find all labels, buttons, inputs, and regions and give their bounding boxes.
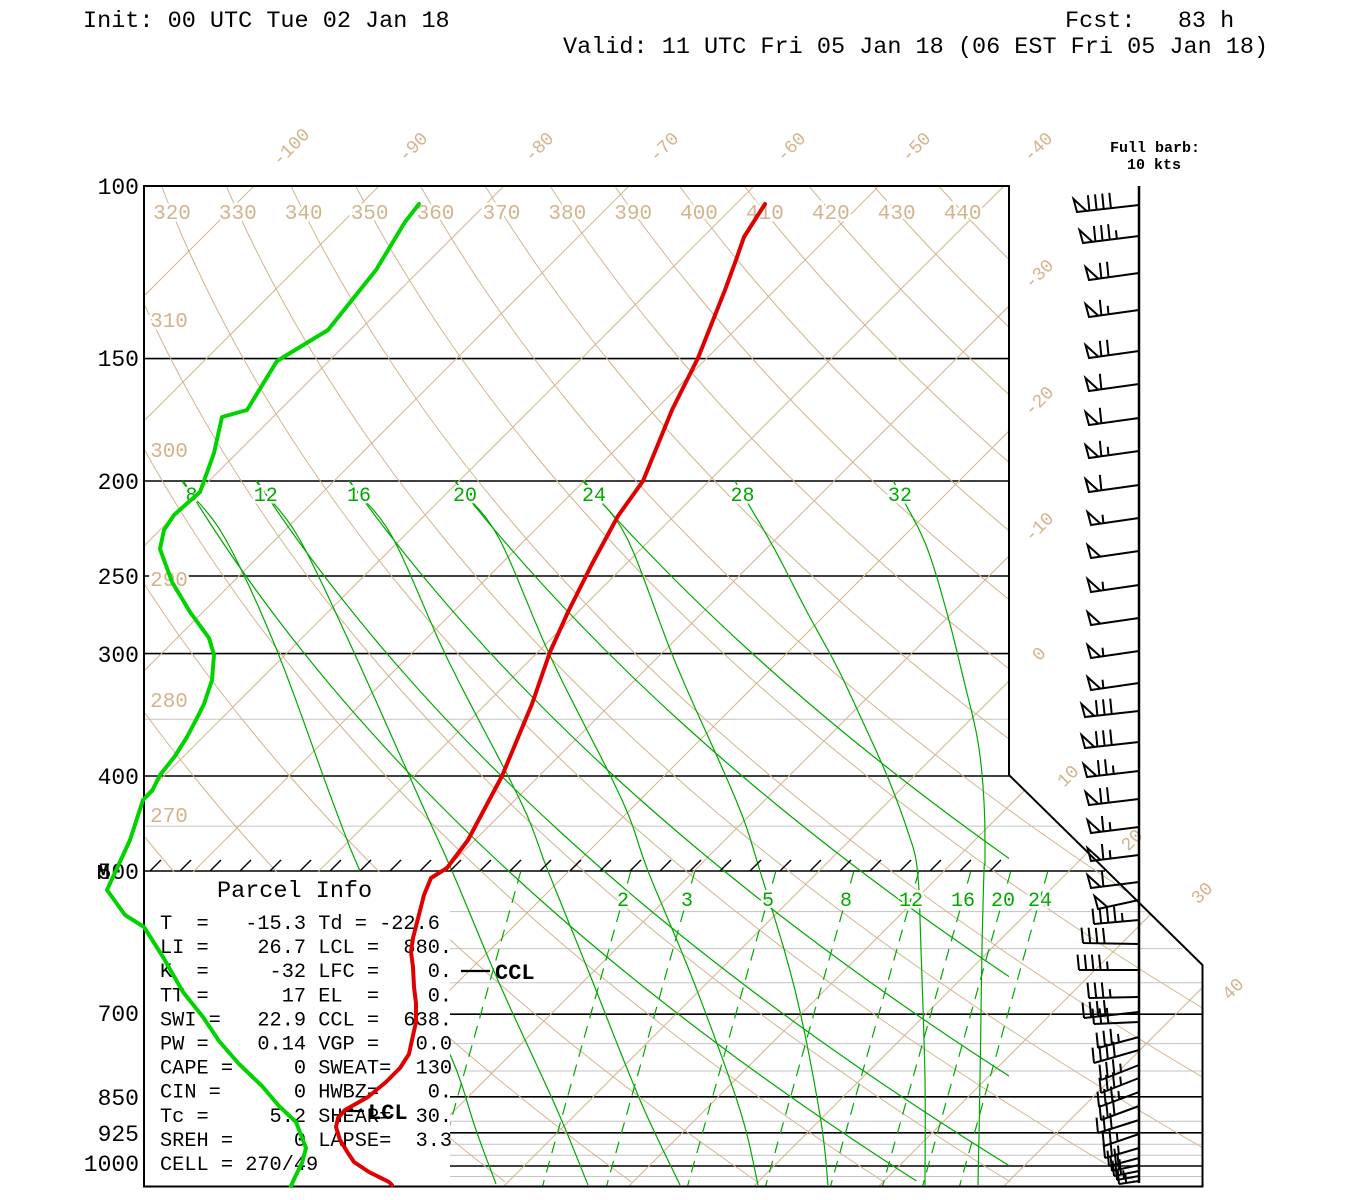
- svg-text:CELL = 270/49: CELL = 270/49: [160, 1154, 318, 1177]
- svg-text:330: 330: [219, 203, 257, 226]
- svg-text:2: 2: [617, 890, 629, 913]
- svg-text:340: 340: [285, 203, 323, 226]
- svg-text:SREH = 0 LAPSE= 3.3: SREH = 0 LAPSE= 3.3: [160, 1130, 452, 1153]
- svg-text:700: 700: [98, 1002, 139, 1028]
- svg-text:CIN = 0 HWBZ= 0.: CIN = 0 HWBZ= 0.: [160, 1082, 452, 1105]
- svg-text:T = -15.3 Td = -22.6: T = -15.3 Td = -22.6: [160, 913, 440, 936]
- svg-text:SWI = 22.9 CCL = 638.: SWI = 22.9 CCL = 638.: [160, 1009, 452, 1032]
- svg-text:10 kts: 10 kts: [1127, 157, 1181, 174]
- svg-text:200: 200: [98, 470, 139, 496]
- svg-text:400: 400: [680, 203, 718, 226]
- svg-text:320: 320: [153, 203, 191, 226]
- svg-text:LI = 26.7 LCL = 880.: LI = 26.7 LCL = 880.: [160, 937, 452, 960]
- svg-text:24: 24: [1028, 890, 1052, 913]
- svg-text:350: 350: [351, 203, 389, 226]
- svg-text:Full barb:: Full barb:: [1110, 140, 1200, 157]
- svg-text:390: 390: [614, 203, 652, 226]
- svg-text:3: 3: [681, 890, 693, 913]
- svg-text:1000: 1000: [84, 1152, 139, 1178]
- svg-text:M: M: [97, 863, 110, 886]
- svg-text:Init: 00 UTC Tue 02 Jan 18: Init: 00 UTC Tue 02 Jan 18: [83, 8, 450, 35]
- svg-text:PW = 0.14 VGP = 0.0: PW = 0.14 VGP = 0.0: [160, 1034, 452, 1057]
- svg-text:850: 850: [98, 1086, 139, 1112]
- svg-text:360: 360: [417, 203, 455, 226]
- svg-text:440: 440: [944, 203, 982, 226]
- svg-text:LCL: LCL: [368, 1101, 408, 1126]
- svg-text:K = -32 LFC = 0.: K = -32 LFC = 0.: [160, 961, 452, 984]
- svg-text:Parcel Info: Parcel Info: [217, 878, 372, 905]
- svg-text:CCL: CCL: [495, 961, 535, 986]
- svg-text:310: 310: [150, 311, 188, 334]
- svg-text:370: 370: [482, 203, 520, 226]
- svg-text:Tc = 5.2 SHEAR= 30.: Tc = 5.2 SHEAR= 30.: [160, 1106, 452, 1129]
- svg-text:280: 280: [150, 691, 188, 714]
- svg-text:20: 20: [453, 485, 477, 508]
- svg-text:12: 12: [899, 890, 923, 913]
- svg-text:20: 20: [991, 890, 1015, 913]
- svg-text:400: 400: [98, 765, 139, 791]
- svg-text:150: 150: [98, 347, 139, 373]
- svg-text:TT = 17 EL = 0.: TT = 17 EL = 0.: [160, 985, 452, 1008]
- svg-text:300: 300: [98, 643, 139, 669]
- svg-text:380: 380: [548, 203, 586, 226]
- svg-text:Fcst: 83 h: Fcst: 83 h: [1065, 8, 1234, 35]
- svg-text:16: 16: [951, 890, 975, 913]
- svg-text:CAPE = 0 SWEAT= 130: CAPE = 0 SWEAT= 130: [160, 1058, 452, 1081]
- svg-text:420: 420: [812, 203, 850, 226]
- svg-text:430: 430: [878, 203, 916, 226]
- svg-text:16: 16: [347, 485, 371, 508]
- svg-text:12: 12: [254, 485, 278, 508]
- svg-text:100: 100: [98, 175, 139, 201]
- svg-text:24: 24: [582, 485, 606, 508]
- svg-text:32: 32: [888, 485, 912, 508]
- svg-text:5: 5: [762, 890, 774, 913]
- svg-text:28: 28: [730, 485, 754, 508]
- svg-text:300: 300: [150, 441, 188, 464]
- svg-text:250: 250: [98, 565, 139, 591]
- svg-text:8: 8: [840, 890, 852, 913]
- svg-text:Valid: 11 UTC Fri 05 Jan 18 (0: Valid: 11 UTC Fri 05 Jan 18 (06 EST Fri …: [563, 34, 1268, 61]
- svg-text:925: 925: [98, 1122, 139, 1148]
- svg-text:270: 270: [150, 806, 188, 829]
